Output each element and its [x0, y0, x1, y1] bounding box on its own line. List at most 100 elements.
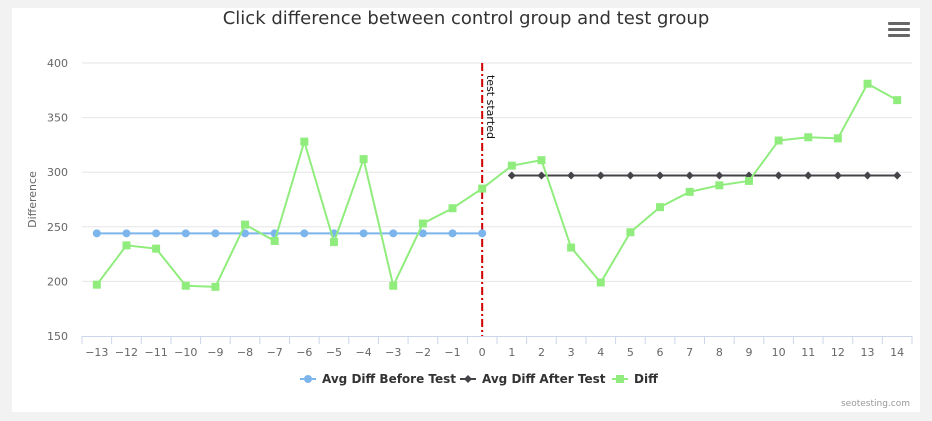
x-axis: −13 −12 −11 −10 −9 −8 −7 −6 −5 −4 −3 −2 −1 0 1 2 3 4 5 6 7 8 9… [81, 336, 913, 359]
y-tick-label: 200 [47, 275, 68, 288]
legend-marker [304, 375, 312, 383]
x-tick-label: −7 [267, 346, 283, 359]
data-point [270, 236, 279, 245]
data-point [181, 281, 190, 290]
data-point [92, 280, 101, 289]
legend-item-diff[interactable]: Diff [612, 372, 658, 386]
plot-line: test started [481, 63, 497, 336]
data-point [537, 156, 546, 165]
x-tick-label: −12 [115, 346, 138, 359]
data-point [92, 229, 101, 238]
x-tick-label: −10 [174, 346, 197, 359]
data-point [626, 171, 635, 180]
series-layer [92, 79, 902, 291]
x-tick-label: 7 [686, 346, 693, 359]
x-tick-label: −5 [326, 346, 342, 359]
data-point [656, 203, 665, 212]
data-point [448, 204, 457, 213]
data-point [537, 171, 546, 180]
legend-marker [464, 375, 472, 383]
series-avg-diff-after-test [507, 171, 902, 180]
y-tick-label: 400 [47, 57, 68, 70]
data-point [241, 229, 250, 238]
data-point [715, 181, 724, 190]
data-point [389, 229, 398, 238]
y-tick-label: 150 [47, 330, 68, 343]
x-tick-label: 0 [479, 346, 486, 359]
data-point [804, 133, 813, 142]
x-tick-label: 14 [890, 346, 904, 359]
legend-label: Avg Diff After Test [482, 372, 606, 386]
x-tick-label: −13 [85, 346, 108, 359]
x-tick-label: 4 [597, 346, 604, 359]
data-point [181, 229, 190, 238]
menu-icon[interactable] [888, 22, 910, 42]
data-point [893, 96, 902, 105]
data-point [774, 171, 783, 180]
data-point [804, 171, 813, 180]
data-point [715, 171, 724, 180]
data-point [329, 238, 338, 247]
legend-label: Diff [634, 372, 658, 386]
x-tick-label: 13 [861, 346, 875, 359]
data-point [596, 171, 605, 180]
data-point [418, 219, 427, 228]
x-tick-label: 1 [508, 346, 515, 359]
credit-link[interactable]: seotesting.com [840, 399, 910, 409]
series-diff [92, 79, 902, 291]
legend[interactable]: Avg Diff Before Test Avg Diff After Test D… [300, 372, 658, 386]
data-point [211, 229, 220, 238]
x-tick-label: −2 [415, 346, 431, 359]
legend-item-avg-diff-after-test[interactable]: Avg Diff After Test [460, 372, 606, 386]
data-point [478, 229, 487, 238]
x-tick-label: 12 [831, 346, 845, 359]
x-tick-label: 2 [538, 346, 545, 359]
chart-card [12, 8, 920, 412]
data-point [685, 171, 694, 180]
data-point [567, 171, 576, 180]
x-tick-label: 5 [627, 346, 634, 359]
plot-line-label: test started [484, 75, 497, 139]
y-axis-label: Difference [26, 171, 39, 228]
x-tick-label: −9 [207, 346, 223, 359]
x-tick-label: 11 [801, 346, 815, 359]
data-point [211, 282, 220, 291]
x-tick-label: −11 [144, 346, 167, 359]
data-point [744, 176, 753, 185]
data-point [389, 281, 398, 290]
data-point [359, 229, 368, 238]
x-tick-label: 8 [716, 346, 723, 359]
data-point [418, 229, 427, 238]
data-point [507, 171, 516, 180]
data-point [626, 228, 635, 237]
series-line [96, 82, 898, 289]
y-tick-label: 300 [47, 166, 68, 179]
data-point [359, 155, 368, 164]
y-axis: 150 200 250 300 350 400 Difference [26, 57, 68, 343]
x-tick-label: −3 [385, 346, 401, 359]
data-point [596, 278, 605, 287]
data-point [152, 244, 161, 253]
chart-title: Click difference between control group a… [222, 8, 710, 29]
grid-layer [82, 62, 912, 282]
data-point [774, 136, 783, 145]
data-point [448, 229, 457, 238]
data-point [241, 220, 250, 229]
legend-marker [616, 375, 624, 383]
data-point [833, 134, 842, 143]
data-point [567, 243, 576, 252]
data-point [685, 187, 694, 196]
data-point [122, 241, 131, 250]
data-point [300, 229, 309, 238]
data-point [893, 171, 902, 180]
data-point [863, 79, 872, 88]
data-point [300, 137, 309, 146]
legend-item-avg-diff-before-test[interactable]: Avg Diff Before Test [300, 372, 456, 386]
x-tick-label: 10 [772, 346, 786, 359]
x-tick-label: −8 [237, 346, 253, 359]
data-point [152, 229, 161, 238]
x-tick-label: −6 [296, 346, 312, 359]
data-point [656, 171, 665, 180]
x-tick-label: −4 [355, 346, 371, 359]
